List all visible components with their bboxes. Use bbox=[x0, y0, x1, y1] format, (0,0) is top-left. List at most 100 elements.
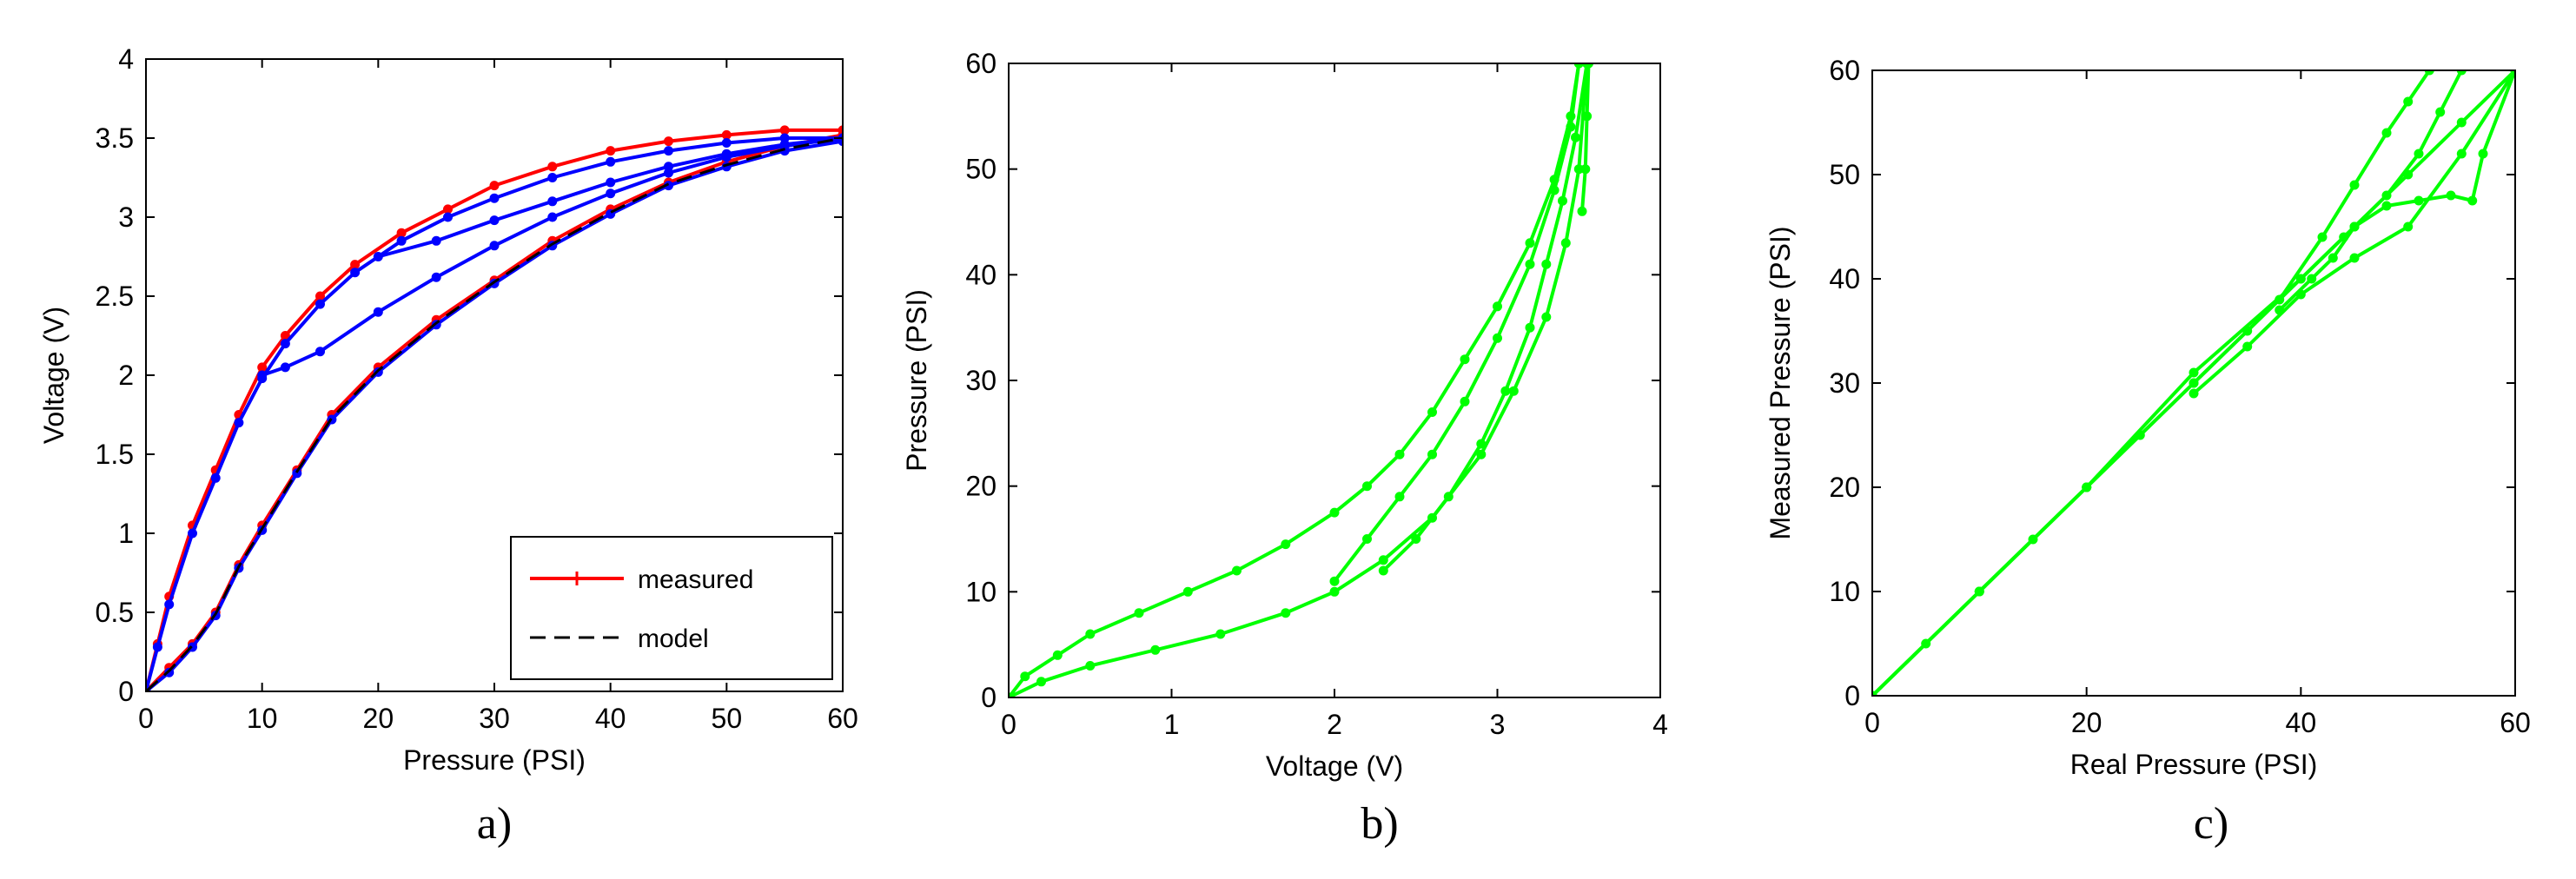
data-point-a-0-14 bbox=[606, 146, 616, 156]
data-point-c-1-3 bbox=[2189, 378, 2199, 388]
y-tick-label-b-1: 10 bbox=[965, 576, 997, 607]
data-point-b-2-8 bbox=[1566, 122, 1576, 132]
x-axis-label-b: Voltage (V) bbox=[1266, 750, 1403, 782]
series-line-c-2 bbox=[1872, 70, 2464, 696]
data-point-c-1-6 bbox=[2349, 180, 2360, 190]
y-tick-label-c-6: 60 bbox=[1829, 55, 1860, 86]
x-tick-label-b-3: 3 bbox=[1490, 709, 1506, 740]
data-point-b-2-7 bbox=[1549, 185, 1560, 195]
data-point-b-2-9 bbox=[1573, 63, 1584, 69]
data-point-a-0-12 bbox=[489, 181, 500, 191]
data-point-a-0-16 bbox=[721, 129, 732, 140]
x-tick-label-b-0: 0 bbox=[1001, 709, 1016, 740]
data-point-a-2-13 bbox=[547, 173, 558, 182]
series-line-c-1 bbox=[1872, 70, 2431, 696]
data-point-c-1-8 bbox=[2403, 96, 2414, 107]
data-point-a-2-3 bbox=[188, 528, 197, 539]
data-point-a-5-1 bbox=[431, 235, 441, 246]
y-tick-label-a-8: 4 bbox=[118, 43, 134, 75]
y-tick-label-c-4: 40 bbox=[1829, 263, 1860, 294]
series-line-b-2 bbox=[1333, 63, 1581, 583]
panel-caption-c: c) bbox=[2194, 799, 2228, 849]
data-point-a-5-5 bbox=[664, 162, 673, 172]
series-line-b-0 bbox=[1009, 63, 1581, 697]
x-tick-label-c-2: 40 bbox=[2286, 707, 2317, 738]
chart-b-series bbox=[1009, 63, 1593, 697]
data-point-a-0-11 bbox=[443, 204, 453, 215]
data-point-a-4-0 bbox=[257, 370, 268, 380]
data-point-a-3-6 bbox=[292, 468, 302, 479]
data-point-a-0-9 bbox=[350, 260, 361, 270]
data-point-a-2-9 bbox=[350, 268, 361, 278]
data-point-a-5-6 bbox=[721, 149, 732, 159]
data-point-b-0-5 bbox=[1182, 586, 1193, 597]
data-point-a-2-1 bbox=[152, 642, 162, 652]
data-point-c-4-4 bbox=[2403, 221, 2414, 232]
data-point-a-2-5 bbox=[234, 418, 244, 428]
data-point-c-2-9 bbox=[2456, 70, 2467, 76]
data-point-a-2-2 bbox=[164, 599, 175, 610]
data-point-b-3-7 bbox=[1558, 195, 1567, 206]
y-tick-label-b-4: 40 bbox=[965, 259, 997, 290]
y-axis-label-b: Pressure (PSI) bbox=[901, 289, 932, 472]
series-line-c-3 bbox=[2278, 70, 2515, 312]
data-point-b-0-3 bbox=[1085, 629, 1096, 639]
data-point-b-1-6 bbox=[1329, 586, 1340, 597]
y-tick-label-b-2: 20 bbox=[965, 471, 997, 502]
data-point-c-3-1 bbox=[2307, 274, 2317, 284]
data-point-a-5-3 bbox=[547, 196, 558, 207]
data-point-c-2-7 bbox=[2414, 149, 2424, 159]
data-point-c-2-0 bbox=[1872, 691, 1877, 696]
data-point-c-3-6 bbox=[2446, 190, 2456, 201]
x-tick-label-b-1: 1 bbox=[1164, 709, 1180, 740]
data-point-b-2-6 bbox=[1525, 259, 1535, 269]
data-point-a-2-10 bbox=[396, 235, 407, 246]
data-point-c-2-2 bbox=[2082, 482, 2092, 492]
data-point-b-4-0 bbox=[1577, 206, 1587, 216]
chart-c: 0 20 40 60 0 10 20 30 40 50 60 Real Pressure (PSI) M… bbox=[1765, 55, 2531, 849]
data-point-c-3-4 bbox=[2381, 201, 2392, 211]
data-point-a-2-7 bbox=[280, 339, 290, 349]
data-point-b-1-4 bbox=[1215, 629, 1226, 639]
legend-box bbox=[510, 536, 833, 680]
data-point-c-3-2 bbox=[2328, 253, 2338, 263]
legend-a: measured model bbox=[510, 536, 833, 680]
series-line-b-1 bbox=[1009, 63, 1589, 697]
data-point-b-1-10 bbox=[1508, 386, 1519, 396]
panel-caption-a: a) bbox=[477, 799, 512, 849]
data-point-a-4-6 bbox=[547, 212, 558, 222]
x-tick-label-a-0: 0 bbox=[138, 703, 154, 734]
data-point-b-0-6 bbox=[1232, 565, 1242, 576]
data-point-b-1-5 bbox=[1281, 608, 1291, 618]
y-tick-label-c-5: 50 bbox=[1829, 159, 1860, 190]
data-point-b-1-2 bbox=[1085, 661, 1096, 671]
y-tick-label-a-6: 3 bbox=[118, 202, 134, 233]
data-point-b-4-4 bbox=[1582, 63, 1593, 69]
data-point-c-4-6 bbox=[2510, 70, 2515, 76]
x-tick-label-c-0: 0 bbox=[1864, 707, 1880, 738]
data-point-b-1-7 bbox=[1378, 555, 1388, 565]
data-point-b-3-0 bbox=[1378, 565, 1388, 576]
data-point-c-2-3 bbox=[2189, 367, 2199, 378]
x-tick-label-c-3: 60 bbox=[2500, 707, 2531, 738]
data-point-c-2-6 bbox=[2381, 190, 2392, 201]
data-point-b-0-12 bbox=[1460, 354, 1470, 365]
data-point-c-3-7 bbox=[2467, 195, 2478, 206]
data-point-a-4-2 bbox=[315, 347, 325, 357]
y-axis-label-c: Measured Pressure (PSI) bbox=[1765, 226, 1796, 539]
x-tick-label-b-2: 2 bbox=[1327, 709, 1342, 740]
series-line-a-6 bbox=[146, 136, 843, 691]
data-point-b-0-9 bbox=[1362, 481, 1372, 492]
data-point-c-2-1 bbox=[1974, 586, 1984, 597]
series-line-b-3 bbox=[1381, 63, 1589, 572]
data-point-b-4-1 bbox=[1580, 164, 1591, 175]
data-point-c-3-8 bbox=[2478, 149, 2488, 159]
x-axis-label-a: Pressure (PSI) bbox=[403, 744, 586, 776]
y-tick-label-a-5: 2.5 bbox=[96, 281, 134, 312]
panel-caption-b: b) bbox=[1361, 799, 1398, 849]
data-point-c-3-3 bbox=[2349, 221, 2360, 232]
y-tick-label-b-6: 60 bbox=[965, 48, 997, 79]
y-tick-label-a-0: 0 bbox=[118, 676, 134, 707]
x-axis-label-c: Real Pressure (PSI) bbox=[2070, 749, 2318, 780]
